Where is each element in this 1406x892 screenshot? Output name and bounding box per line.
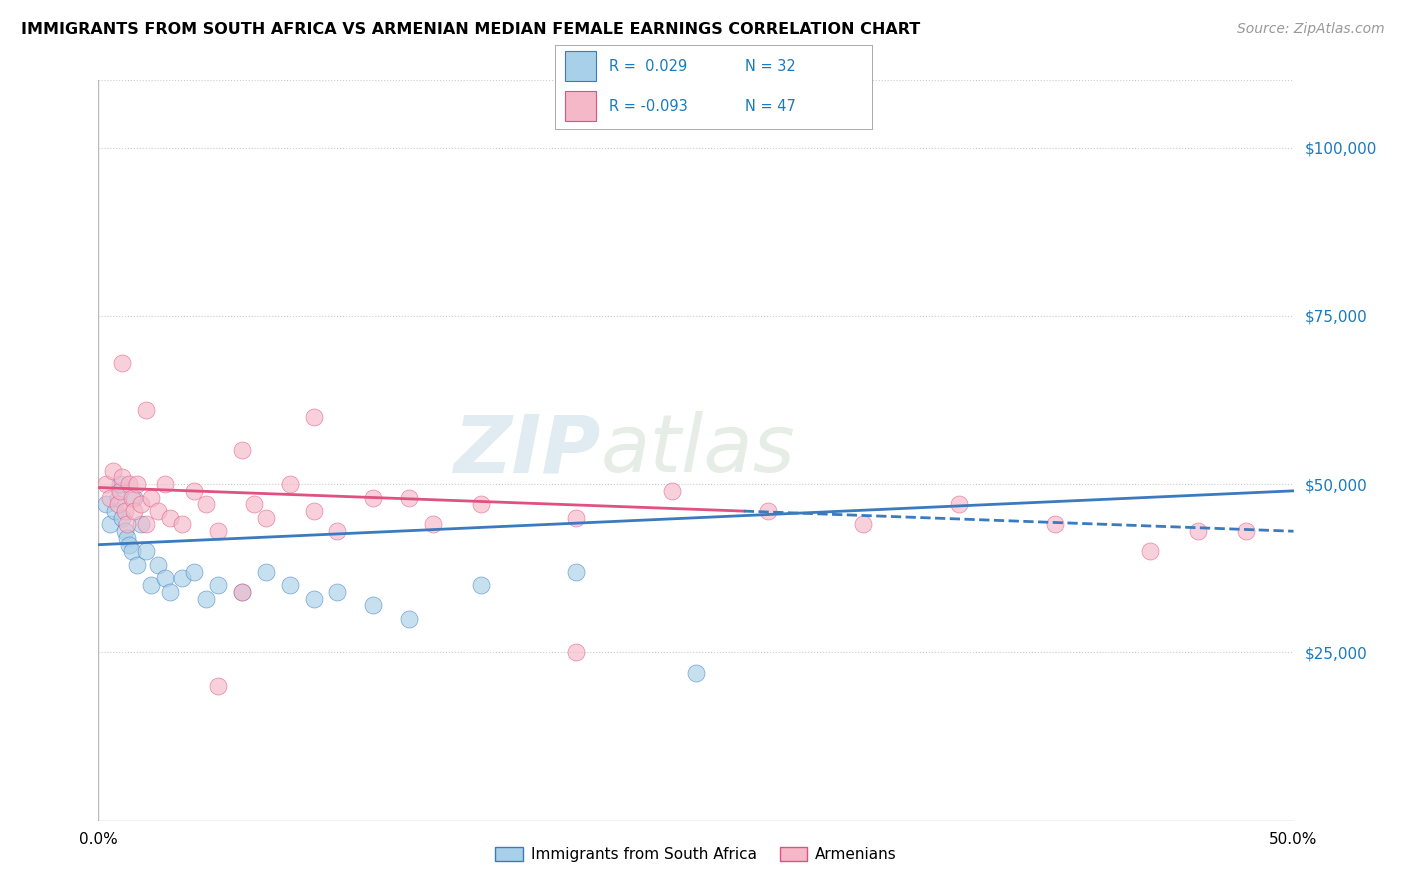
Point	[565, 510, 588, 524]
Point	[155, 477, 177, 491]
Point	[115, 517, 138, 532]
Point	[108, 483, 131, 498]
Point	[326, 524, 349, 539]
Point	[104, 504, 127, 518]
Point	[94, 497, 117, 511]
Point	[565, 645, 588, 659]
Text: IMMIGRANTS FROM SOUTH AFRICA VS ARMENIAN MEDIAN FEMALE EARNINGS CORRELATION CHAR: IMMIGRANTS FROM SOUTH AFRICA VS ARMENIAN…	[21, 22, 921, 37]
Point	[108, 477, 131, 491]
Point	[565, 565, 588, 579]
Point	[139, 578, 162, 592]
Point	[231, 443, 253, 458]
Text: N = 47: N = 47	[745, 98, 796, 113]
Point	[1043, 517, 1066, 532]
Point	[183, 565, 205, 579]
Point	[231, 584, 253, 599]
Bar	[565, 91, 596, 120]
Point	[363, 491, 385, 505]
Text: R =  0.029: R = 0.029	[609, 59, 688, 74]
Point	[756, 504, 779, 518]
Point	[135, 517, 157, 532]
Point	[661, 483, 683, 498]
Point	[278, 578, 301, 592]
Point	[231, 584, 253, 599]
Bar	[565, 52, 596, 81]
Point	[124, 491, 146, 505]
Point	[278, 477, 301, 491]
Point	[107, 497, 129, 511]
Point	[172, 571, 194, 585]
Point	[101, 464, 124, 478]
Point	[124, 504, 146, 518]
Point	[121, 491, 143, 505]
Text: R = -0.093: R = -0.093	[609, 98, 688, 113]
Point	[131, 497, 153, 511]
Point	[94, 477, 117, 491]
Point	[195, 591, 218, 606]
Point	[135, 544, 157, 558]
Point	[114, 504, 136, 518]
Point	[121, 544, 143, 558]
Point	[852, 517, 875, 532]
Point	[470, 578, 492, 592]
Point	[135, 403, 157, 417]
Point	[948, 497, 970, 511]
Point	[302, 409, 325, 424]
Point	[470, 497, 492, 511]
Point	[125, 558, 148, 572]
Point	[254, 565, 277, 579]
Point	[111, 510, 134, 524]
Point	[1187, 524, 1209, 539]
Point	[131, 517, 153, 532]
Text: ZIP: ZIP	[453, 411, 600, 490]
Text: atlas: atlas	[600, 411, 796, 490]
Point	[155, 571, 177, 585]
Point	[111, 356, 134, 370]
Point	[98, 491, 122, 505]
Point	[398, 612, 420, 626]
Point	[1234, 524, 1257, 539]
Point	[159, 584, 181, 599]
Point	[243, 497, 266, 511]
Point	[195, 497, 218, 511]
Point	[398, 491, 420, 505]
Point	[159, 510, 181, 524]
Point	[326, 584, 349, 599]
Point	[118, 477, 141, 491]
Point	[148, 504, 170, 518]
Point	[115, 531, 138, 545]
Point	[363, 599, 385, 613]
Point	[98, 517, 122, 532]
Point	[125, 477, 148, 491]
Point	[111, 470, 134, 484]
Point	[207, 679, 229, 693]
Point	[139, 491, 162, 505]
Point	[183, 483, 205, 498]
Point	[172, 517, 194, 532]
Text: N = 32: N = 32	[745, 59, 796, 74]
Point	[302, 504, 325, 518]
Text: Source: ZipAtlas.com: Source: ZipAtlas.com	[1237, 22, 1385, 37]
Point	[107, 491, 129, 505]
Point	[114, 524, 136, 539]
Point	[422, 517, 444, 532]
Point	[207, 578, 229, 592]
Point	[302, 591, 325, 606]
Point	[685, 665, 707, 680]
Point	[148, 558, 170, 572]
Point	[1139, 544, 1161, 558]
Point	[118, 538, 141, 552]
Legend: Immigrants from South Africa, Armenians: Immigrants from South Africa, Armenians	[489, 841, 903, 869]
Point	[254, 510, 277, 524]
Point	[207, 524, 229, 539]
